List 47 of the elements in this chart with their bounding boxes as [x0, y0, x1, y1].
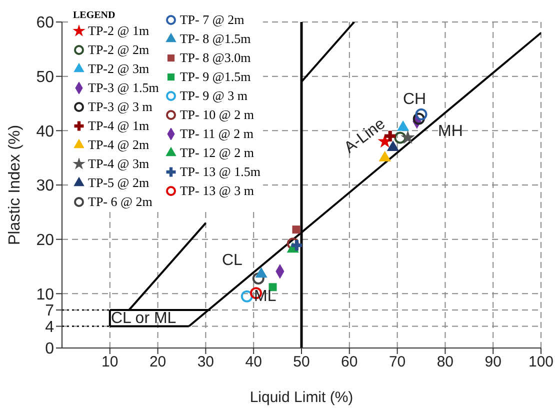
y-tick-label: 40	[36, 123, 54, 140]
x-tick-label: 60	[341, 354, 358, 371]
legend-label: TP- 6 @ 2m	[88, 194, 152, 210]
x-axis-title: Liquid Limit (%)	[250, 389, 354, 406]
annotation: ML	[254, 288, 276, 305]
legend-label: TP-4 @ 2m	[88, 136, 150, 152]
x-tick-label: 50	[293, 354, 310, 371]
legend-title: LEGEND	[73, 10, 116, 21]
legend-label: TP-2 @ 2m	[88, 42, 150, 58]
y-tick-label: 0	[45, 340, 54, 358]
annotation: CL or ML	[111, 310, 176, 327]
y-tick-label: 10	[36, 286, 54, 304]
legend-label: TP- 7 @ 2m	[180, 12, 244, 28]
legend-label: TP- 8 @1.5m	[180, 30, 251, 46]
legend-label: TP-4 @ 3m	[88, 156, 150, 172]
legend-label: TP-4 @ 1m	[88, 118, 150, 134]
y-tick-label: 60	[36, 14, 54, 32]
legend-label: TP- 13 @ 1.5m	[180, 164, 260, 180]
legend-label: TP- 9 @1.5m	[180, 68, 251, 84]
legend-label: TP- 12 @ 2 m	[180, 144, 254, 160]
x-tick-label: 40	[245, 354, 262, 371]
y-tick-label: 20	[36, 232, 54, 250]
x-tick-label: 100	[528, 354, 554, 371]
legend-label: TP-2 @ 3m	[88, 60, 150, 76]
x-tick-label: 30	[197, 354, 214, 371]
legend-label: TP-3 @ 1.5m	[88, 80, 159, 96]
annotation: CH	[403, 91, 426, 108]
legend-label: TP-3 @ 3 m	[88, 98, 152, 114]
legend-label: TP-5 @ 2m	[88, 174, 150, 190]
legend-label: TP- 8 @3.0m	[180, 50, 251, 66]
y-axis-title: Plastic Index (%)	[6, 124, 24, 245]
legend-label: TP- 13 @ 3 m	[180, 182, 254, 198]
y-tick-label: 50	[36, 69, 54, 86]
legend-label: TP- 11 @ 2 m	[180, 126, 254, 142]
y-tick-label: 30	[36, 178, 54, 195]
annotation: MH	[438, 123, 463, 140]
x-tick-label: 10	[102, 354, 118, 371]
legend-label: TP- 9 @ 3 m	[180, 88, 248, 104]
x-tick-label: 90	[484, 354, 502, 371]
annotation: CL	[222, 252, 242, 269]
legend-label: TP- 10 @ 2 m	[180, 106, 254, 122]
legend-label: TP-2 @ 1m	[88, 22, 150, 38]
x-tick-label: 20	[149, 354, 166, 371]
x-tick-label: 80	[436, 354, 454, 371]
x-tick-label: 70	[388, 354, 406, 371]
y-tick-label: 7	[45, 302, 54, 320]
y-tick-label: 4	[45, 318, 54, 336]
